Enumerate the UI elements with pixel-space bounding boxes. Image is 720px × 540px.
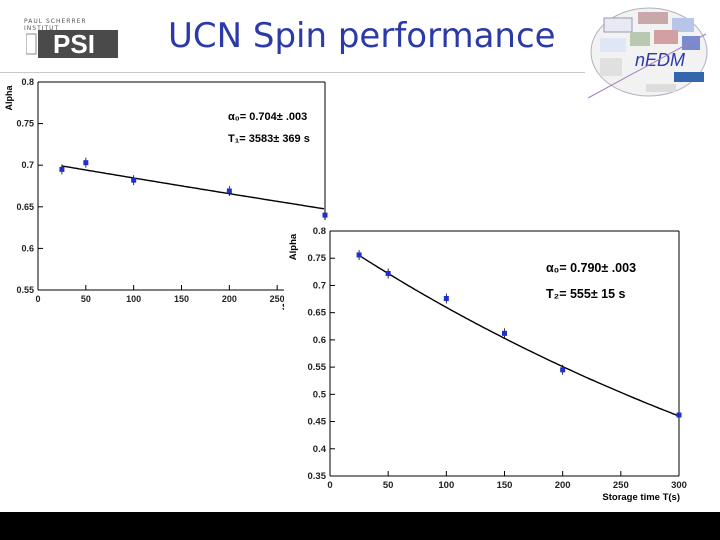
data-point (385, 270, 391, 276)
data-point (443, 296, 449, 302)
x-tick-label: 250 (270, 294, 285, 304)
y-tick-label: 0.55 (308, 362, 327, 373)
y-tick-label: 0.75 (16, 119, 34, 129)
collaboration-logo-text: nEDM (635, 50, 685, 70)
psi-logo: PAUL SCHERRER INSTITUT PSI (12, 8, 122, 58)
x-tick-label: 150 (497, 480, 513, 491)
y-tick-label: 0.8 (313, 226, 326, 237)
y-tick-label: 0.6 (21, 243, 34, 253)
slide-title: UCN Spin performance (168, 16, 556, 56)
x-tick-label: 0 (35, 294, 40, 304)
data-point (356, 252, 362, 258)
y-tick-label: 0.5 (313, 389, 327, 400)
institute-logo-text: PSI (53, 30, 95, 58)
data-point (502, 330, 507, 336)
y-tick-label: 0.6 (313, 335, 326, 346)
y-tick-label: 0.7 (313, 280, 326, 291)
data-point (83, 160, 89, 166)
y-tick-label: 0.4 (313, 444, 327, 455)
y-tick-label: 0.45 (308, 417, 327, 428)
data-point (676, 412, 682, 418)
x-tick-label: 250 (613, 480, 629, 491)
x-tick-label: 200 (222, 294, 237, 304)
data-point (322, 212, 328, 218)
y-tick-label: 0.65 (308, 308, 327, 319)
data-point (226, 188, 232, 194)
y-axis-label: Alpha (4, 85, 14, 111)
x-tick-label: 200 (555, 480, 571, 491)
x-tick-label: 100 (438, 480, 454, 491)
alpha-decay-chart-2: 0.35 0.4 0.45 0.5 0.55 0.6 0.65 0.7 0.75 0.8 0 50 10… (284, 220, 694, 505)
x-tick-label: 100 (126, 294, 141, 304)
fit-lifetime-annotation: T₂= 555± 15 s (546, 287, 626, 301)
y-axis-label: Alpha (288, 233, 299, 260)
x-tick-label: 150 (174, 294, 189, 304)
x-tick-label: 50 (383, 480, 394, 491)
y-tick-label: 0.65 (16, 202, 34, 212)
y-tick-label: 0.8 (21, 77, 34, 87)
fit-alpha-annotation: α₀= 0.704± .003 (228, 111, 307, 123)
y-tick-label: 0.55 (16, 285, 34, 295)
y-tick-label: 0.35 (308, 471, 327, 482)
x-tick-label: 300 (671, 480, 687, 491)
data-point (560, 367, 566, 373)
collaboration-logo: nEDM (587, 7, 708, 99)
fit-lifetime-annotation: T₁= 3583± 369 s (228, 133, 310, 145)
y-tick-label: 0.75 (308, 253, 327, 264)
psi-logo-mark: PSI (26, 30, 118, 58)
footer-bar (0, 512, 720, 540)
x-tick-label: 0 (327, 480, 332, 491)
fit-curve (61, 165, 325, 210)
y-tick-label: 0.7 (21, 160, 34, 170)
x-tick-label: 50 (81, 294, 91, 304)
data-point (131, 177, 137, 183)
title-divider (0, 72, 585, 73)
data-point (59, 166, 65, 172)
fit-curve (358, 254, 679, 417)
fit-alpha-annotation: α₀= 0.790± .003 (546, 261, 636, 275)
institute-caption: PAUL SCHERRER INSTITUT (24, 18, 87, 32)
x-axis-label: Storage time T(s) (602, 492, 680, 503)
